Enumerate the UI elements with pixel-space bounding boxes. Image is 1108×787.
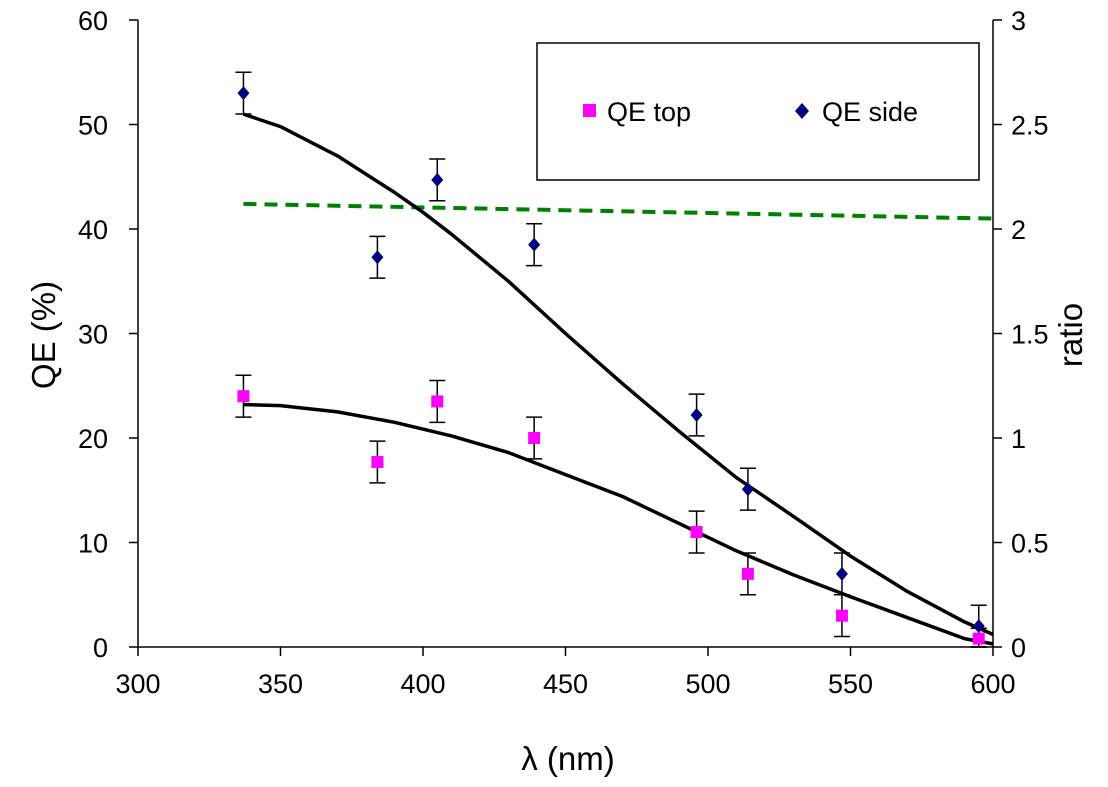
point-qe-side [431,172,444,187]
legend-label-qe-top: QE top [607,97,691,127]
x-tick-label: 450 [543,669,588,699]
y2-tick-label: 2 [1011,215,1026,245]
point-qe-top [835,609,848,622]
x-tick-label: 500 [685,669,730,699]
y2-tick-label: 3 [1011,6,1026,36]
point-qe-side [835,566,848,581]
legend-marker-qe-top [583,104,596,117]
y2-tick-label: 1.5 [1011,320,1049,350]
fit-curves-group [242,112,994,646]
y-tick-label: 60 [78,6,108,36]
y-tick-label: 20 [78,424,108,454]
y-tick-label: 50 [78,111,108,141]
y2-axis-title: ratio [1052,303,1089,367]
point-qe-top [972,632,985,645]
legend-label-qe-side: QE side [822,97,918,127]
y-tick-label: 0 [93,633,108,663]
point-qe-side [741,482,754,497]
y-tick-label: 30 [78,320,108,350]
point-qe-top [371,456,384,469]
y2-tick-label: 0 [1011,633,1026,663]
ratio-line-group [243,201,994,221]
fit-curve-qe-top [243,402,994,646]
x-tick-label: 550 [828,669,873,699]
point-qe-top [528,432,541,444]
ratio-line [243,201,994,221]
x-tick-label: 300 [115,669,160,699]
fit-curve-qe-side [242,112,994,637]
x-tick-label: 600 [970,669,1015,699]
y-tick-label: 10 [78,529,108,559]
point-qe-side [237,86,250,101]
y-axis-title: QE (%) [25,281,62,389]
x-tick-label: 400 [400,669,445,699]
point-qe-side [972,619,985,634]
x-tick-label: 350 [258,669,303,699]
point-qe-side [690,408,703,423]
point-qe-side [371,250,384,265]
y2-tick-label: 0.5 [1011,529,1049,559]
y-tick-label: 40 [78,215,108,245]
data-markers-group [237,86,985,645]
legend-marker-qe-side [795,103,809,119]
point-qe-top [431,395,444,408]
point-qe-top [690,526,703,539]
legend-box [536,42,980,181]
y2-tick-label: 2.5 [1011,111,1049,141]
y2-tick-label: 1 [1011,424,1026,454]
point-qe-top [741,567,754,580]
point-qe-side [528,237,541,252]
legend: QE top QE side [536,42,980,181]
axis-ticks-group: 300 350 400 450 500 550 600010203040506000.511… [78,6,1049,699]
x-axis-title: λ (nm) [521,740,615,777]
point-qe-top [237,390,250,403]
